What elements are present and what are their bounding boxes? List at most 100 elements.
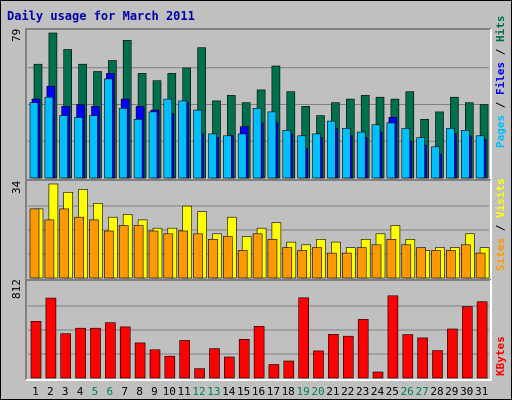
bar-kbytes-day-16 bbox=[253, 325, 265, 379]
legend-part: Pages bbox=[494, 115, 507, 148]
x-label-day-10: 10 bbox=[163, 385, 176, 398]
bar-kbytes-day-8 bbox=[134, 342, 146, 379]
bar-sites-day-16 bbox=[252, 233, 263, 279]
bar-sites-day-14 bbox=[223, 236, 233, 279]
bar-kbytes-day-27 bbox=[417, 337, 428, 379]
bar-kbytes-day-9 bbox=[149, 349, 161, 379]
x-label-day-23: 23 bbox=[356, 385, 369, 398]
bar-pages-day-26 bbox=[401, 128, 411, 179]
panel-kbytes-legend: KBytes bbox=[494, 336, 507, 376]
bar-kbytes-day-25 bbox=[387, 295, 399, 379]
bar-kbytes-day-21 bbox=[328, 334, 339, 379]
bar-sites-day-26 bbox=[401, 244, 412, 279]
bar-pages-day-1 bbox=[29, 102, 39, 179]
bar-kbytes-day-5 bbox=[90, 327, 101, 379]
x-label-day-29: 29 bbox=[445, 385, 458, 398]
bar-sites-day-25 bbox=[386, 239, 397, 279]
bar-pages-day-21 bbox=[327, 120, 336, 179]
bar-kbytes-day-2 bbox=[45, 297, 57, 379]
bar-sites-day-10 bbox=[163, 233, 174, 279]
bar-kbytes-day-4 bbox=[75, 327, 86, 379]
x-label-day-20: 20 bbox=[311, 385, 324, 398]
panel-bevel-light-2 bbox=[26, 280, 492, 381]
bar-pages-day-12 bbox=[193, 109, 202, 179]
bar-sites-day-29 bbox=[446, 250, 456, 279]
legend-part: / bbox=[494, 42, 507, 62]
x-label-day-4: 4 bbox=[77, 385, 84, 398]
bar-pages-day-24 bbox=[371, 124, 381, 179]
x-label-day-25: 25 bbox=[386, 385, 399, 398]
x-label-day-7: 7 bbox=[121, 385, 128, 398]
panel-bevel-dark-1 bbox=[25, 179, 491, 280]
x-label-day-17: 17 bbox=[267, 385, 280, 398]
bar-sites-day-15 bbox=[237, 250, 248, 279]
legend-part: Sites bbox=[494, 238, 507, 271]
panel-bevel-dark-0 bbox=[25, 28, 491, 180]
bar-pages-day-9 bbox=[148, 111, 158, 179]
bar-pages-day-3 bbox=[59, 115, 69, 179]
bar-pages-day-19 bbox=[297, 135, 307, 179]
bar-pages-day-16 bbox=[252, 108, 262, 179]
x-label-day-26: 26 bbox=[401, 385, 414, 398]
bar-sites-day-11 bbox=[178, 230, 188, 279]
bars bbox=[29, 32, 490, 379]
x-label-day-24: 24 bbox=[371, 385, 385, 398]
bar-pages-day-27 bbox=[416, 137, 425, 179]
x-label-day-27: 27 bbox=[415, 385, 428, 398]
bar-kbytes-day-17 bbox=[268, 364, 280, 379]
bar-sites-day-30 bbox=[460, 244, 471, 279]
bar-pages-day-29 bbox=[446, 128, 455, 179]
bar-kbytes-day-23 bbox=[357, 319, 369, 379]
x-label-day-6: 6 bbox=[106, 385, 113, 398]
x-label-day-18: 18 bbox=[282, 385, 295, 398]
bar-pages-day-20 bbox=[312, 133, 321, 179]
bar-pages-day-5 bbox=[89, 115, 98, 179]
x-label-day-12: 12 bbox=[192, 385, 205, 398]
bar-kbytes-day-1 bbox=[30, 320, 42, 379]
bar-kbytes-day-14 bbox=[224, 356, 235, 379]
x-label-day-8: 8 bbox=[136, 385, 143, 398]
x-label-day-22: 22 bbox=[341, 385, 354, 398]
bar-kbytes-day-7 bbox=[119, 326, 131, 379]
bar-pages-day-23 bbox=[356, 131, 366, 179]
bar-sites-day-5 bbox=[89, 219, 99, 279]
x-label-day-31: 31 bbox=[475, 385, 488, 398]
bar-kbytes-day-28 bbox=[432, 350, 443, 379]
x-label-day-1: 1 bbox=[32, 385, 39, 398]
bar-kbytes-day-22 bbox=[342, 335, 354, 379]
x-axis-day-labels: 1 2 3 4 5 6 7 8 9 10 11 12 13 14 15 16 17 18 19 20 21 22 23 24 2… bbox=[32, 385, 488, 398]
panel-hits-ymax-label: 79 bbox=[10, 29, 23, 42]
bar-kbytes-day-19 bbox=[298, 297, 310, 379]
x-label-day-9: 9 bbox=[151, 385, 158, 398]
x-label-day-19: 19 bbox=[296, 385, 309, 398]
bar-pages-day-8 bbox=[133, 119, 143, 179]
bar-kbytes-day-18 bbox=[283, 360, 295, 379]
bar-kbytes-day-29 bbox=[447, 328, 458, 379]
bar-sites-day-27 bbox=[416, 247, 426, 279]
bar-sites-day-13 bbox=[208, 239, 218, 279]
bar-sites-day-23 bbox=[356, 247, 367, 279]
bar-kbytes-day-30 bbox=[461, 306, 473, 379]
bar-sites-day-3 bbox=[59, 208, 70, 279]
x-label-day-11: 11 bbox=[177, 385, 190, 398]
x-label-day-30: 30 bbox=[460, 385, 473, 398]
bar-kbytes-day-6 bbox=[105, 322, 116, 379]
bar-kbytes-day-10 bbox=[164, 355, 176, 379]
bar-sites-day-7 bbox=[118, 225, 129, 279]
bar-pages-day-28 bbox=[431, 146, 440, 179]
bar-kbytes-day-24 bbox=[372, 371, 384, 379]
legend-part: / bbox=[494, 218, 507, 238]
bar-kbytes-day-13 bbox=[209, 348, 220, 379]
legend-part: KBytes bbox=[494, 336, 507, 376]
bar-sites-day-4 bbox=[74, 216, 84, 279]
x-label-day-5: 5 bbox=[92, 385, 99, 398]
bar-sites-day-19 bbox=[297, 250, 308, 279]
bar-sites-day-12 bbox=[193, 233, 203, 279]
legend-part: Visits bbox=[494, 178, 507, 218]
bar-sites-day-2 bbox=[44, 219, 55, 279]
bar-sites-day-21 bbox=[327, 252, 337, 279]
bar-pages-day-13 bbox=[208, 133, 217, 179]
bar-sites-day-9 bbox=[148, 230, 159, 279]
